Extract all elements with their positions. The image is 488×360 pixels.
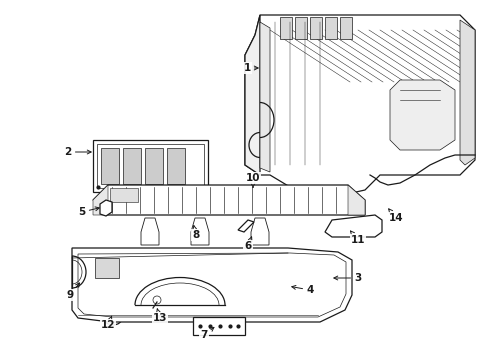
- Text: 2: 2: [64, 147, 91, 157]
- Polygon shape: [72, 248, 351, 322]
- Text: 3: 3: [333, 273, 361, 283]
- Bar: [145, 148, 163, 184]
- Polygon shape: [191, 218, 208, 245]
- Text: 4: 4: [291, 285, 313, 295]
- Text: 11: 11: [350, 231, 365, 245]
- Bar: [264, 278, 288, 288]
- Text: 14: 14: [388, 209, 403, 223]
- Bar: [167, 148, 184, 184]
- Bar: [95, 258, 119, 278]
- Polygon shape: [389, 80, 454, 150]
- Bar: [193, 317, 244, 335]
- Bar: [309, 17, 321, 39]
- Text: 13: 13: [152, 309, 167, 323]
- Polygon shape: [141, 218, 159, 245]
- Ellipse shape: [104, 311, 122, 325]
- Polygon shape: [250, 218, 268, 245]
- Bar: [280, 17, 291, 39]
- Text: 10: 10: [245, 173, 260, 187]
- Text: 1: 1: [243, 63, 258, 73]
- Bar: [93, 140, 207, 192]
- Bar: [110, 188, 138, 202]
- Text: 6: 6: [244, 237, 251, 251]
- Bar: [285, 263, 316, 275]
- Bar: [339, 17, 351, 39]
- Bar: [325, 17, 336, 39]
- Polygon shape: [260, 22, 269, 172]
- Polygon shape: [325, 215, 381, 237]
- Text: 7: 7: [200, 327, 214, 340]
- Text: 8: 8: [192, 226, 199, 240]
- Polygon shape: [244, 15, 260, 175]
- Bar: [294, 17, 306, 39]
- Bar: [97, 144, 203, 188]
- Text: 5: 5: [78, 207, 99, 217]
- Text: 12: 12: [101, 316, 115, 330]
- Text: 9: 9: [66, 283, 80, 300]
- Polygon shape: [93, 185, 364, 215]
- Polygon shape: [93, 185, 108, 215]
- Bar: [123, 148, 141, 184]
- Bar: [101, 148, 119, 184]
- Polygon shape: [100, 200, 112, 216]
- Polygon shape: [244, 15, 474, 200]
- Polygon shape: [459, 20, 474, 165]
- Polygon shape: [238, 220, 253, 232]
- Polygon shape: [347, 185, 364, 215]
